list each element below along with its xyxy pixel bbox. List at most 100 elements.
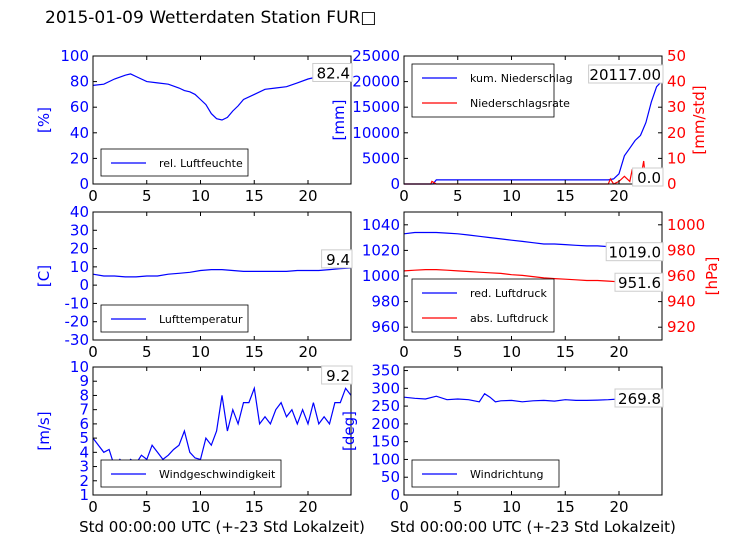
legend-label: rel. Luftfeuchte <box>159 157 243 170</box>
y-tick-label: 8 <box>79 386 89 404</box>
y-axis-label: [deg] <box>340 411 358 451</box>
latest-value-secondary-box <box>632 167 664 187</box>
y-tick-label: 10 <box>70 358 89 376</box>
y-tick-label: 1040 <box>362 216 400 234</box>
x-axis-label: Std 00:00:00 UTC (+-23 Std Lokalzeit) <box>79 518 365 536</box>
y-tick-label: 80 <box>70 73 89 91</box>
latest-value: 269.8 <box>618 390 661 408</box>
y-tick-label: 4 <box>79 443 89 461</box>
y2-tick-label: 980 <box>667 241 696 259</box>
latest-value-secondary: 0.0 <box>637 169 661 187</box>
y-tick-label: -20 <box>65 313 90 331</box>
x-tick-label: 0 <box>399 187 409 205</box>
legend: Windgeschwindigkeit <box>100 459 282 488</box>
x-tick-label: 0 <box>88 498 98 516</box>
x-tick-label: 5 <box>453 343 463 361</box>
y-axis-label: [C] <box>35 265 53 287</box>
legend: red. Luftdruck abs. Luftdruck <box>411 278 555 333</box>
y-tick-label: 7 <box>79 401 89 419</box>
y-tick-label: 20 <box>70 149 89 167</box>
latest-value: 9.4 <box>326 251 350 269</box>
y-tick-label: 1 <box>79 486 89 504</box>
latest-value-box <box>312 62 353 82</box>
plot-frame <box>92 211 352 341</box>
y-tick-label: 350 <box>371 362 400 380</box>
y-tick-label: 960 <box>371 318 400 336</box>
x-tick-label: 20 <box>609 498 628 516</box>
y2-axis-label: [mm/std] <box>690 85 708 154</box>
y-tick-label: -30 <box>65 331 90 349</box>
legend-label: kum. Niederschlag <box>470 72 573 85</box>
latest-value-box <box>588 64 664 84</box>
latest-value: 9.2 <box>326 367 350 385</box>
y2-tick-label: 20 <box>667 124 686 142</box>
y2-tick-label: 920 <box>667 318 696 336</box>
x-tick-label: 10 <box>191 498 210 516</box>
y-tick-label: 100 <box>60 47 89 65</box>
y-tick-label: 250 <box>371 397 400 415</box>
x-axis-label: Std 00:00:00 UTC (+-23 Std Lokalzeit) <box>390 518 676 536</box>
x-tick-label: 15 <box>556 498 575 516</box>
y-tick-label: 10 <box>70 258 89 276</box>
y-axis-label: [%] <box>35 107 53 133</box>
legend-label: Niederschlagsrate <box>470 97 570 110</box>
y-tick-label: -10 <box>65 294 90 312</box>
legend: Lufttemperatur <box>100 304 249 333</box>
x-tick-label: 20 <box>609 343 628 361</box>
x-tick-label: 20 <box>298 343 317 361</box>
y-axis-label: [m/s] <box>35 411 53 450</box>
x-tick-label: 15 <box>556 187 575 205</box>
y2-tick-label: 960 <box>667 267 696 285</box>
x-tick-label: 0 <box>88 343 98 361</box>
y-tick-label: 9 <box>79 372 89 390</box>
panel-precip: 0 5 10 15 20 0 5000 10000 15000 20000 25000 0 10 20 30… <box>330 47 708 205</box>
y-tick-label: 0 <box>390 175 400 193</box>
plot-frame <box>403 55 663 185</box>
latest-value: 82.4 <box>317 64 350 82</box>
x-tick-label: 15 <box>245 498 264 516</box>
panel-pressure: 0 5 10 15 20 960 980 1000 1020 1040 920 940 960 980 10… <box>362 211 721 361</box>
x-tick-label: 10 <box>502 343 521 361</box>
y2-tick-label: 940 <box>667 293 696 311</box>
y-tick-label: 40 <box>70 124 89 142</box>
y2-tick-label: 10 <box>667 149 686 167</box>
x-tick-label: 5 <box>142 498 152 516</box>
x-tick-label: 15 <box>556 343 575 361</box>
latest-value: 1019.0 <box>609 244 662 262</box>
plot-frame <box>92 366 352 496</box>
series-line-precip-1 <box>404 160 663 185</box>
latest-value-secondary-box <box>614 272 664 292</box>
y-tick-label: 300 <box>371 379 400 397</box>
y2-tick-label: 30 <box>667 98 686 116</box>
x-tick-label: 20 <box>298 498 317 516</box>
x-tick-label: 20 <box>298 187 317 205</box>
y-axis-label: [mm] <box>330 100 348 141</box>
y-tick-label: 10000 <box>352 124 400 142</box>
legend-frame <box>411 278 555 333</box>
panel-humidity: 0 5 10 15 20 0 20 40 60 80 100 [%] 82.4 rel. Luftfeuc… <box>35 47 353 205</box>
panel-temperature: 0 5 10 15 20-30-20-10010203040[C]9.4Lufttemp… <box>35 203 353 361</box>
legend-label: red. Luftdruck <box>470 287 547 300</box>
series-line-temperature-0 <box>92 267 352 278</box>
x-tick-label: 10 <box>191 343 210 361</box>
y-tick-label: 1020 <box>362 241 400 259</box>
series-line-precip-0 <box>404 80 663 185</box>
legend: Windrichtung <box>411 459 560 488</box>
y-tick-label: 0 <box>79 175 89 193</box>
y-tick-label: 50 <box>381 468 400 486</box>
x-tick-label: 15 <box>245 343 264 361</box>
latest-value-box <box>614 388 664 408</box>
latest-value-box <box>321 365 353 385</box>
latest-value-box <box>321 249 353 269</box>
y-tick-label: 40 <box>70 203 89 221</box>
y2-axis-label: [hPa] <box>703 257 721 296</box>
series-line-humidity-0 <box>92 73 352 121</box>
x-tick-label: 10 <box>191 187 210 205</box>
x-tick-label: 10 <box>502 498 521 516</box>
y-tick-label: 20000 <box>352 73 400 91</box>
x-tick-label: 5 <box>142 343 152 361</box>
legend: kum. Niederschlag Niederschlagsrate <box>411 63 573 118</box>
legend-label: Windrichtung <box>470 468 543 481</box>
